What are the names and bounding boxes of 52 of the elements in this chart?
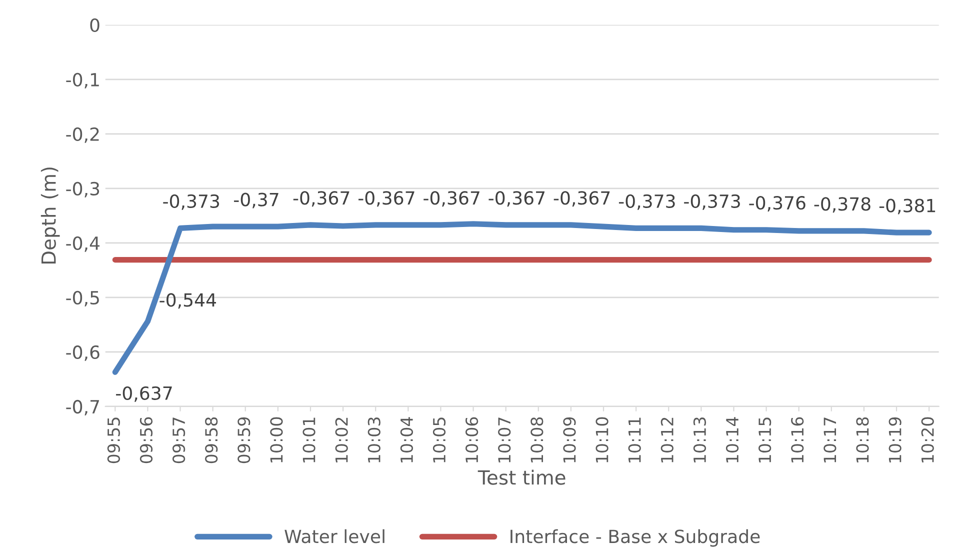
y-tick-label: -0,5 bbox=[66, 290, 99, 306]
legend-label: Water level bbox=[284, 529, 384, 544]
data-label: -0,367 bbox=[293, 191, 350, 207]
data-label: -0,637 bbox=[116, 386, 172, 402]
x-tick-label: 09:58 bbox=[205, 417, 218, 464]
x-tick-label: 10:15 bbox=[758, 418, 772, 462]
data-label: -0,378 bbox=[814, 197, 870, 213]
x-tick-label: 10:12 bbox=[660, 418, 674, 462]
x-tick-label: 10:08 bbox=[530, 417, 544, 462]
x-tick-label: 09:57 bbox=[172, 418, 186, 464]
data-label: -0,37 bbox=[234, 192, 278, 208]
data-label: -0,367 bbox=[424, 191, 480, 207]
y-tick-label: -0,1 bbox=[66, 72, 99, 88]
x-tick-label: 10:09 bbox=[563, 417, 576, 462]
x-tick-label: 10:02 bbox=[335, 418, 348, 462]
x-tick-label: 10:14 bbox=[726, 417, 739, 462]
y-axis-title: Depth (m) bbox=[40, 168, 60, 264]
data-label: -0,367 bbox=[488, 191, 544, 207]
y-tick-label: -0,4 bbox=[66, 236, 100, 252]
data-label: -0,381 bbox=[879, 198, 936, 214]
x-tick-label: 10:20 bbox=[921, 417, 934, 462]
data-label: -0,367 bbox=[554, 191, 610, 207]
x-tick-label: 10:01 bbox=[302, 418, 316, 462]
x-axis-title: Test time bbox=[478, 470, 566, 485]
y-tick-label: -0,3 bbox=[66, 182, 100, 198]
y-tick-label: -0,7 bbox=[66, 400, 99, 416]
data-label: -0,544 bbox=[160, 293, 216, 309]
y-tick-label: -0,2 bbox=[66, 127, 99, 143]
data-label: -0,373 bbox=[618, 194, 675, 210]
x-tick-label: 10:13 bbox=[693, 418, 706, 462]
data-label: -0,376 bbox=[749, 196, 806, 212]
data-label: -0,373 bbox=[684, 194, 740, 210]
x-tick-label: 10:03 bbox=[368, 418, 380, 462]
x-tick-label: 10:16 bbox=[791, 417, 804, 462]
x-tick-label: 10:10 bbox=[596, 417, 608, 462]
y-tick-label: 0 bbox=[90, 18, 100, 32]
x-tick-label: 10:11 bbox=[628, 418, 641, 462]
data-label: -0,367 bbox=[358, 191, 414, 207]
y-tick-label: -0,6 bbox=[66, 345, 100, 361]
x-tick-label: 09:55 bbox=[107, 418, 120, 464]
x-tick-label: 10:18 bbox=[856, 417, 869, 462]
legend-label: Interface - Base x Subgrade bbox=[510, 529, 760, 547]
x-tick-label: 10:00 bbox=[270, 417, 283, 462]
data-label: -0,373 bbox=[163, 194, 220, 210]
x-tick-label: 10:07 bbox=[498, 418, 511, 462]
x-tick-label: 10:04 bbox=[400, 417, 413, 462]
x-tick-label: 10:05 bbox=[432, 418, 446, 462]
x-tick-label: 09:59 bbox=[238, 417, 250, 464]
x-tick-label: 09:56 bbox=[140, 417, 153, 464]
x-tick-label: 10:17 bbox=[824, 418, 836, 462]
x-tick-label: 10:06 bbox=[466, 417, 478, 462]
x-tick-label: 10:19 bbox=[888, 417, 902, 462]
